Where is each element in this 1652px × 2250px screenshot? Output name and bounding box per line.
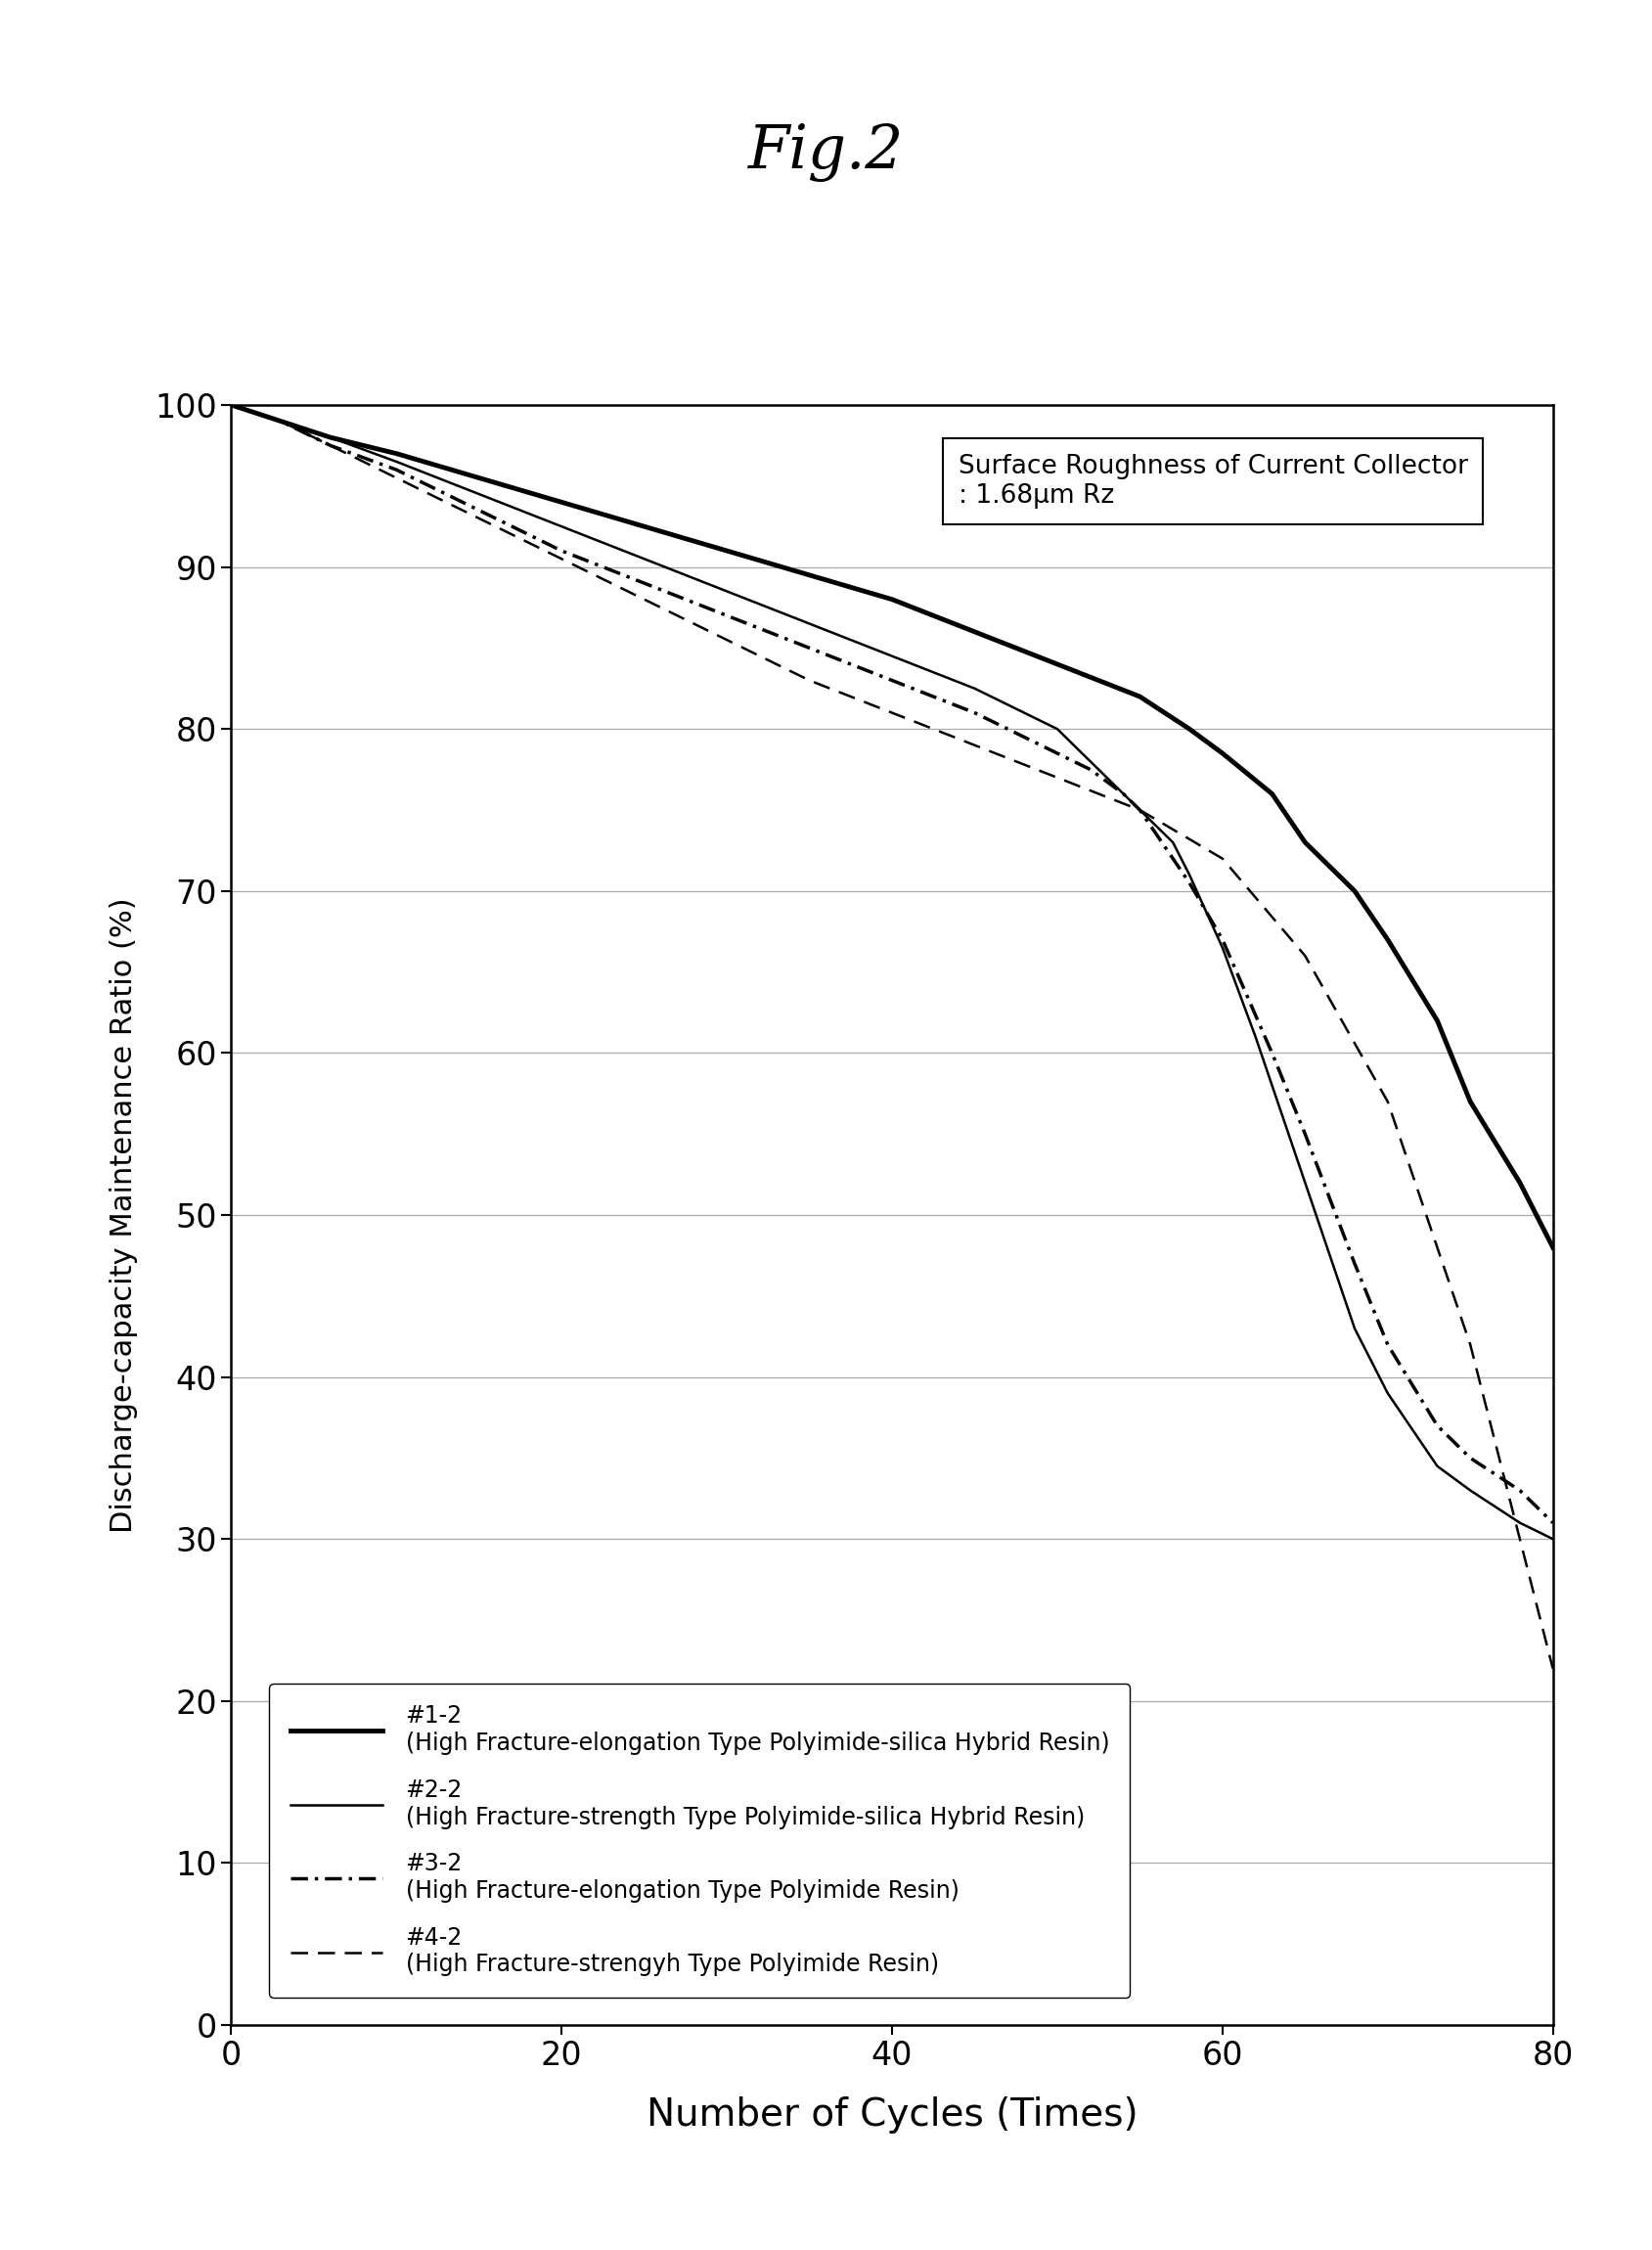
Text: Fig.2: Fig.2: [748, 124, 904, 182]
X-axis label: Number of Cycles (Times): Number of Cycles (Times): [646, 2097, 1138, 2133]
Legend: #1-2
(High Fracture-elongation Type Polyimide-silica Hybrid Resin), #2-2
(High F: #1-2 (High Fracture-elongation Type Poly…: [269, 1683, 1130, 1998]
Text: Surface Roughness of Current Collector
: 1.68μm Rz: Surface Roughness of Current Collector :…: [958, 455, 1467, 508]
Y-axis label: Discharge-capacity Maintenance Ratio (%): Discharge-capacity Maintenance Ratio (%): [111, 898, 139, 1532]
